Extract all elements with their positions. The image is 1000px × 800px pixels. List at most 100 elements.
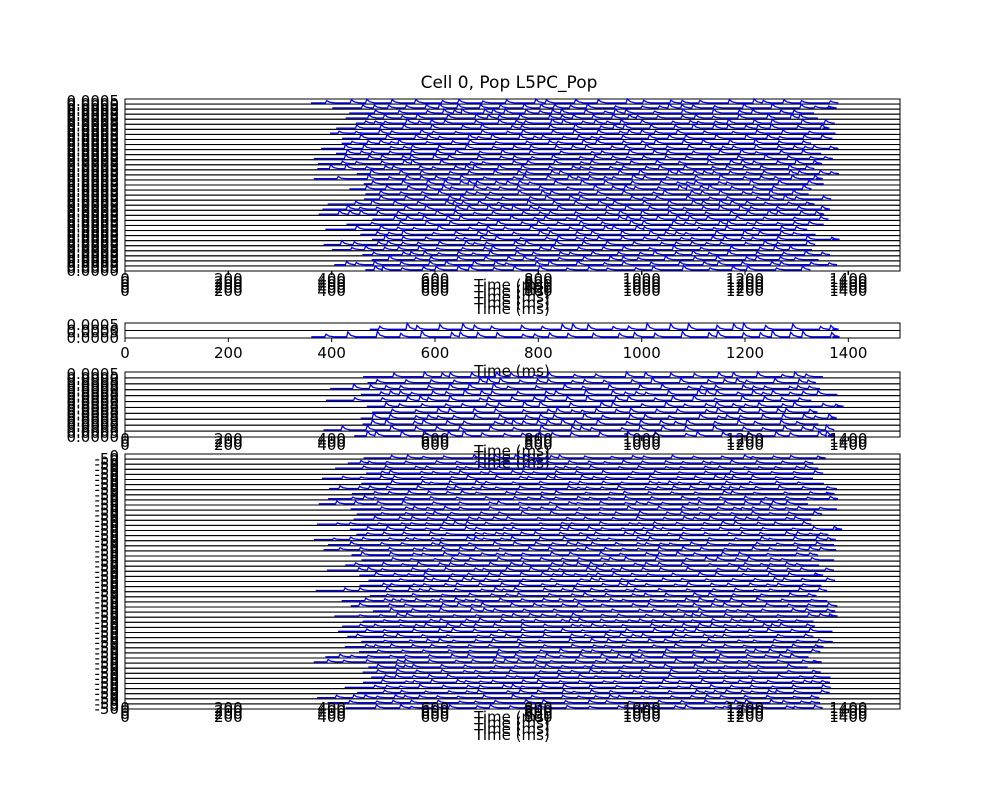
x-axis-label: Time (ms) (473, 288, 550, 306)
series-trace (347, 632, 814, 638)
axes-frame (124, 672, 901, 679)
series-trace (342, 132, 833, 139)
y-tick-label: 0.0005 (67, 168, 120, 186)
y-tick-label: -50 (95, 527, 120, 545)
x-tick-label: 800 (524, 270, 553, 288)
x-tick-label: 400 (317, 282, 346, 300)
series-trace (313, 173, 823, 180)
panel-group-3: 0.00000.00050.00000.00050.00000.00050.00… (67, 365, 901, 472)
series-trace (326, 394, 812, 401)
x-tick-label: 800 (524, 436, 553, 454)
y-tick-label: -50 (95, 588, 120, 606)
x-tick-label: 0 (120, 279, 130, 297)
y-tick-label: -50 (95, 496, 120, 514)
y-tick-label: -50 (95, 537, 120, 555)
series-trace (327, 698, 821, 704)
series-trace (349, 107, 815, 114)
series-trace (359, 581, 822, 587)
series-trace (356, 168, 839, 175)
y-tick-label: -50 (95, 700, 120, 718)
y-tick-label: 0.0000 (67, 156, 120, 174)
series-trace (368, 576, 836, 581)
y-tick-label: 0 (109, 559, 119, 577)
series-trace (329, 484, 837, 490)
y-tick-label: 0 (109, 651, 119, 669)
series-trace (344, 642, 824, 648)
series-trace (323, 545, 837, 551)
x-tick-label: 1000 (623, 344, 661, 362)
y-tick-label: 0 (109, 580, 119, 598)
y-tick-label: 0.0005 (67, 259, 120, 277)
x-tick-label: 0 (120, 344, 130, 362)
y-tick-label: 0 (109, 605, 119, 623)
y-tick-label: 0.0005 (67, 92, 120, 110)
series-trace (328, 540, 835, 546)
y-tick-label: 0.0000 (67, 399, 120, 417)
x-tick-label: 1400 (829, 282, 867, 300)
y-tick-label: 0.0000 (67, 381, 120, 399)
y-tick-label: 0.0000 (67, 422, 120, 440)
series-trace (359, 571, 824, 576)
x-tick-label: 1400 (829, 430, 867, 448)
y-tick-label: 0.0005 (67, 224, 120, 242)
y-tick-label: 0.0000 (67, 201, 120, 219)
x-tick-label: 200 (214, 430, 243, 448)
y-tick-label: -50 (95, 685, 120, 703)
x-tick-label: 200 (214, 344, 243, 362)
x-tick-label: 600 (421, 282, 450, 300)
y-tick-label: 0 (109, 544, 119, 562)
series-trace (366, 399, 844, 407)
y-tick-label: 0 (109, 503, 119, 521)
y-tick-label: 0.0005 (67, 234, 120, 252)
series-trace (361, 479, 824, 485)
x-tick-label: 1200 (726, 708, 764, 726)
y-tick-label: 0.0000 (67, 110, 120, 128)
y-tick-label: 0.0005 (67, 133, 120, 151)
x-tick-label: 1000 (623, 282, 661, 300)
y-tick-label: -50 (95, 542, 120, 560)
y-tick-label: -50 (95, 695, 120, 713)
y-tick-label: -50 (95, 471, 120, 489)
x-tick-label: 200 (214, 705, 243, 723)
y-tick-label: -50 (95, 593, 120, 611)
y-tick-label: -50 (95, 664, 120, 682)
series-trace (318, 499, 808, 505)
y-tick-label: 0.0000 (67, 237, 120, 255)
y-tick-label: 0.0000 (67, 166, 120, 184)
y-tick-label: 0.0005 (67, 188, 120, 206)
y-tick-label: 0.0005 (67, 183, 120, 201)
plot-panels: 0.00000.00050.00000.00050.00000.00050.00… (67, 92, 901, 744)
y-tick-label: -50 (95, 618, 120, 636)
x-tick-label: 1400 (829, 270, 867, 288)
y-tick-label: 0 (109, 682, 119, 700)
y-tick-label: 0 (109, 656, 119, 674)
y-tick-label: 0.0000 (67, 105, 120, 123)
series-trace (355, 117, 835, 124)
series-trace (345, 560, 820, 566)
series-trace (323, 423, 835, 431)
y-tick-label: -50 (95, 450, 120, 468)
series-trace (362, 417, 819, 425)
y-tick-label: 0 (109, 473, 119, 491)
y-tick-label: 0.0005 (67, 244, 120, 262)
x-tick-label: 1400 (829, 273, 867, 291)
x-tick-label: 1000 (623, 436, 661, 454)
series-trace (361, 637, 833, 643)
y-tick-label: 0.0005 (67, 102, 120, 120)
x-tick-label: 800 (524, 699, 553, 717)
y-tick-label: 0.0005 (67, 138, 120, 156)
x-tick-label: 1400 (829, 436, 867, 454)
y-tick-label: 0.0005 (67, 193, 120, 211)
y-tick-label: 0 (109, 600, 119, 618)
panel-group-4: -500-500-500-500-500-500-500-500-500-500… (95, 447, 901, 744)
y-tick-label: 0.0005 (67, 254, 120, 272)
y-tick-label: -50 (95, 486, 120, 504)
y-tick-label: 0.0000 (67, 141, 120, 159)
series-trace (317, 163, 815, 170)
series-trace (347, 458, 814, 464)
series-trace (365, 188, 809, 195)
x-tick-label: 200 (214, 273, 243, 291)
y-tick-label: 0.0000 (67, 115, 120, 133)
y-tick-label: 0.0000 (67, 161, 120, 179)
